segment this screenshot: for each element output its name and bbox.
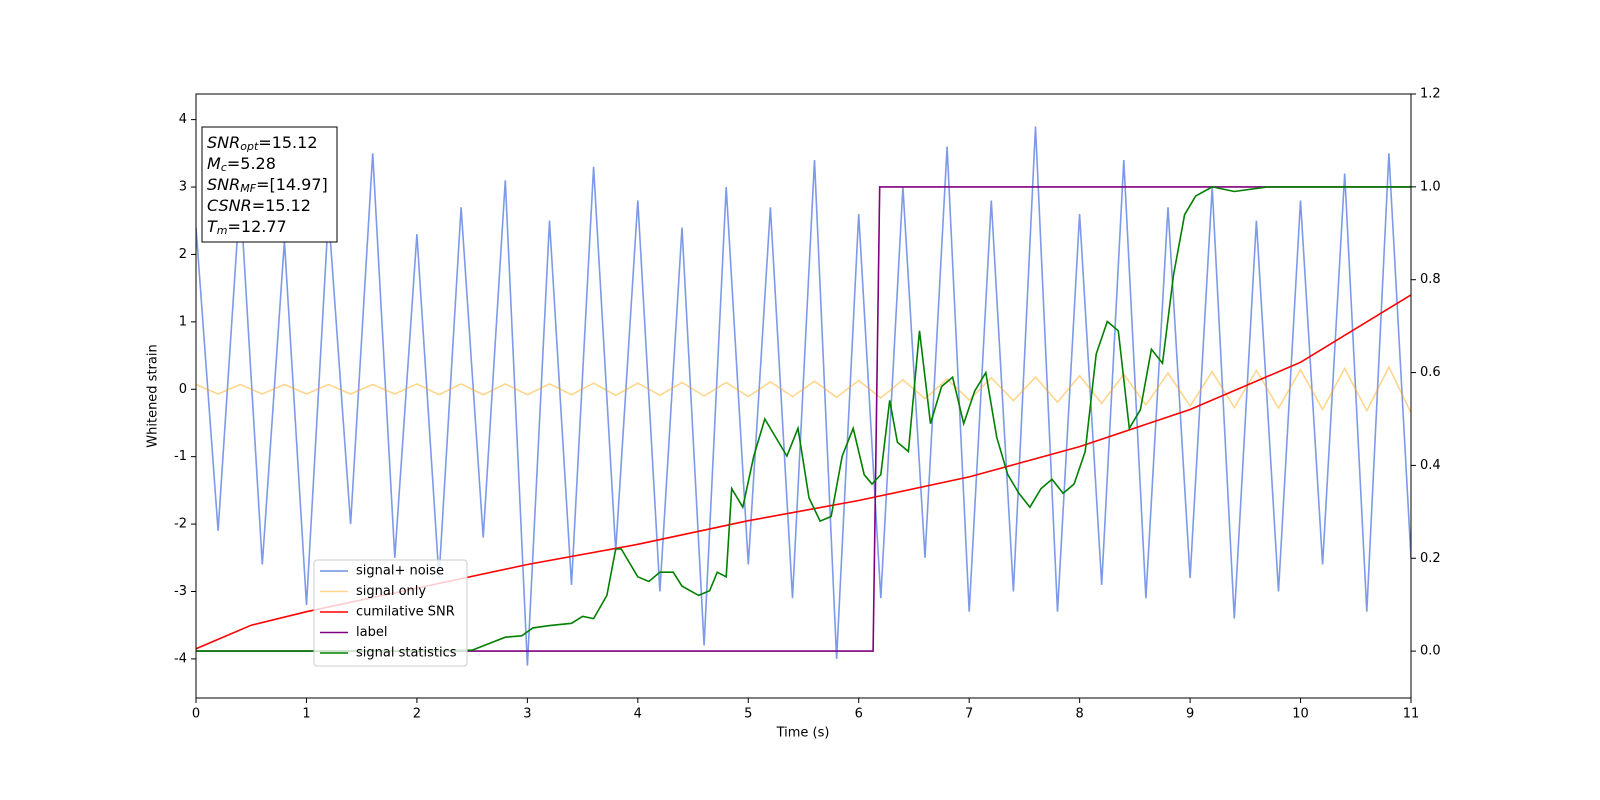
y2-tick-label: 1.0 xyxy=(1420,179,1441,194)
series-line xyxy=(196,294,1411,650)
y2-tick-label: 0.8 xyxy=(1420,272,1441,287)
y-tick-label: 3 xyxy=(179,180,187,195)
legend-box xyxy=(313,559,468,667)
legend-label: signal statistics xyxy=(356,646,457,661)
series-line xyxy=(196,186,1411,652)
annotation-box xyxy=(201,126,338,243)
x-tick-label: 11 xyxy=(1403,707,1420,722)
annotation-sub: opt xyxy=(240,140,259,153)
x-tick-label: 9 xyxy=(1186,707,1194,722)
annotation-line: SNRMF=[14.97] xyxy=(207,175,328,196)
annotation-line: SNRopt=15.12 xyxy=(207,133,318,154)
annotation-line: Mc=5.28 xyxy=(207,154,276,175)
annotation-sub: c xyxy=(221,161,227,174)
x-tick-label: 4 xyxy=(634,707,642,722)
y-tick-label: -3 xyxy=(174,584,187,599)
series-line xyxy=(196,126,1411,666)
annotation-rest: =15.12 xyxy=(252,196,311,215)
y-tick-label: -4 xyxy=(174,651,187,666)
annotation-rest: =15.12 xyxy=(258,133,317,152)
x-axis-label: Time (s) xyxy=(776,726,830,741)
annotation-sub: m xyxy=(217,224,228,237)
y-tick-label: 0 xyxy=(179,382,187,397)
legend-label: signal+ noise xyxy=(356,564,444,579)
y2-tick-label: 0.2 xyxy=(1420,551,1441,566)
series-line xyxy=(196,365,1411,414)
annotation-line: CSNR=15.12 xyxy=(207,196,311,215)
y2-tick-label: 0.0 xyxy=(1420,644,1441,659)
x-tick-label: 2 xyxy=(413,707,421,722)
annotation-main: SNR xyxy=(207,133,240,152)
y2-tick-label: 1.2 xyxy=(1420,87,1441,102)
annotation-rest: =12.77 xyxy=(228,217,287,236)
plot-frame xyxy=(195,93,1412,699)
annotation-line: Tm=12.77 xyxy=(207,217,287,238)
y-tick-label: -2 xyxy=(174,517,187,532)
y-tick-label: -1 xyxy=(174,449,187,464)
y-tick-label: 4 xyxy=(179,112,187,127)
plot xyxy=(196,126,1411,666)
x-tick-label: 5 xyxy=(744,707,752,722)
annotation-rest: =[14.97] xyxy=(256,175,328,194)
legend-label: cumilative SNR xyxy=(356,605,455,620)
annotation-main: CSNR xyxy=(207,196,252,215)
annotation-sub: MF xyxy=(240,182,256,195)
y2-tick-label: 0.4 xyxy=(1420,458,1441,473)
annotation-main: SNR xyxy=(207,175,240,194)
annotation-main: T xyxy=(207,217,218,236)
x-tick-label: 10 xyxy=(1292,707,1309,722)
legend-label: label xyxy=(356,625,387,640)
series-line xyxy=(196,186,1411,652)
x-tick-label: 1 xyxy=(302,707,310,722)
x-tick-label: 8 xyxy=(1075,707,1083,722)
x-tick-label: 6 xyxy=(855,707,863,722)
legend-label: signal only xyxy=(356,584,426,599)
annotation-rest: =5.28 xyxy=(227,154,276,173)
y2-tick-label: 0.6 xyxy=(1420,365,1441,380)
x-tick-label: 3 xyxy=(523,707,531,722)
x-tick-label: 7 xyxy=(965,707,973,722)
annotation-main: M xyxy=(207,154,221,173)
y-axis-label: Whitened strain xyxy=(146,344,161,447)
y-tick-label: 1 xyxy=(179,314,187,329)
x-tick-label: 0 xyxy=(192,707,200,722)
y-tick-label: 2 xyxy=(179,247,187,262)
